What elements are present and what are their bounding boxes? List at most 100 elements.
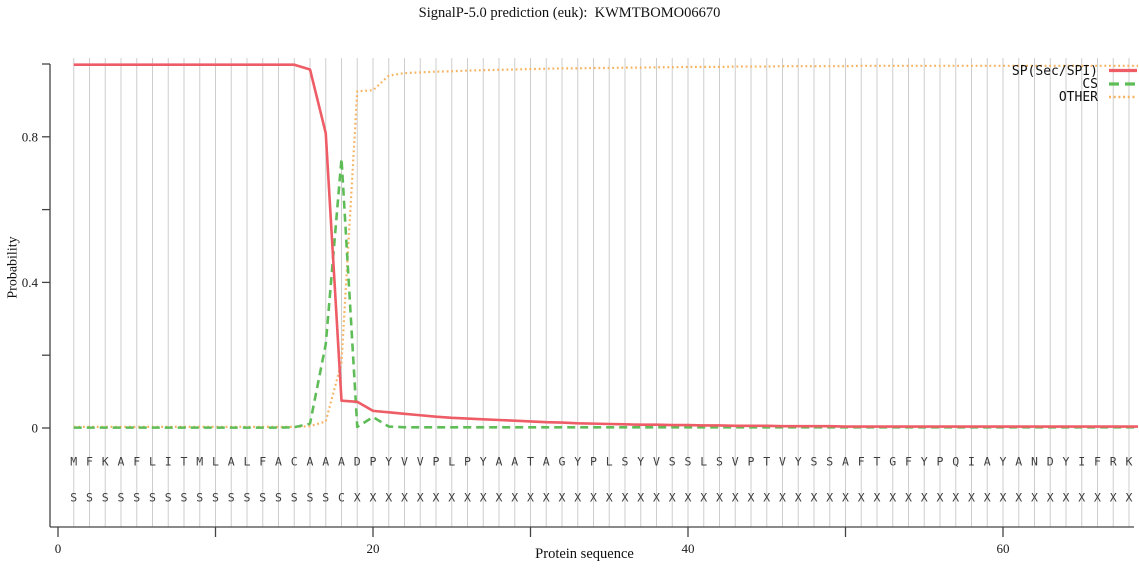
annotation-letter: X: [826, 491, 833, 505]
annotation-letter: S: [196, 491, 203, 505]
annotation-letter: X: [1031, 491, 1038, 505]
residue-letter: A: [118, 455, 125, 469]
residue-letter: F: [86, 455, 93, 469]
annotation-letter: X: [842, 491, 849, 505]
residue-letter: A: [307, 455, 314, 469]
annotation-letter: X: [543, 491, 550, 505]
annotation-letter: S: [86, 491, 93, 505]
residue-letter: L: [244, 455, 251, 469]
annotation-letter: X: [732, 491, 739, 505]
residue-letter: I: [968, 455, 975, 469]
annotation-letter: X: [370, 491, 377, 505]
residue-letter: G: [559, 455, 566, 469]
annotation-letter: S: [275, 491, 282, 505]
annotation-letter: X: [984, 491, 991, 505]
residue-letter: F: [259, 455, 266, 469]
annotation-letter: X: [1094, 491, 1101, 505]
residue-letter: A: [338, 455, 345, 469]
annotation-letter: S: [102, 491, 109, 505]
annotation-letter: S: [212, 491, 219, 505]
residue-letter: D: [354, 455, 361, 469]
residue-letter: G: [889, 455, 896, 469]
annotation-letter: X: [574, 491, 581, 505]
residue-letter: I: [165, 455, 172, 469]
residue-letter: L: [700, 455, 707, 469]
residue-letter: A: [275, 455, 282, 469]
residue-letter: M: [70, 455, 77, 469]
residue-letter: A: [496, 455, 503, 469]
annotation-letter: S: [70, 491, 77, 505]
annotation-letter: X: [622, 491, 629, 505]
residue-letter: Y: [1063, 455, 1070, 469]
annotation-letter: X: [858, 491, 865, 505]
residue-letter: T: [527, 455, 534, 469]
residue-letter: L: [448, 455, 455, 469]
residue-letter: P: [590, 455, 597, 469]
residue-letter: P: [370, 455, 377, 469]
residue-letter: L: [149, 455, 156, 469]
annotation-letter: S: [322, 491, 329, 505]
residue-letter: K: [1126, 455, 1133, 469]
annotation-letter: S: [149, 491, 156, 505]
annotation-letter: X: [559, 491, 566, 505]
residue-letter: V: [653, 455, 660, 469]
residue-letter: Y: [480, 455, 487, 469]
residue-letter: L: [606, 455, 613, 469]
residue-letter: T: [763, 455, 770, 469]
annotation-letter: X: [1126, 491, 1133, 505]
series-line-other: [73, 64, 1138, 429]
annotation-letter: X: [700, 491, 707, 505]
residue-letter: M: [196, 455, 203, 469]
residue-letter: S: [669, 455, 676, 469]
annotation-letter: X: [763, 491, 770, 505]
residue-letter: F: [1094, 455, 1101, 469]
x-tick-label: 0: [55, 541, 62, 556]
x-tick-label: 40: [682, 541, 695, 556]
x-axis-label: Protein sequence: [535, 546, 634, 562]
annotation-letter: X: [417, 491, 424, 505]
residue-letter: K: [102, 455, 109, 469]
annotation-letter: X: [511, 491, 518, 505]
annotation-letter: X: [1110, 491, 1117, 505]
residue-letter: Q: [952, 455, 959, 469]
residue-letter: P: [464, 455, 471, 469]
residue-letter: P: [748, 455, 755, 469]
residue-letter: A: [984, 455, 991, 469]
annotation-letter: S: [307, 491, 314, 505]
residue-letter: A: [1015, 455, 1022, 469]
legend-label-sp: SP(Sec/SPI): [1012, 64, 1098, 79]
residue-letter: S: [826, 455, 833, 469]
residue-letter: C: [291, 455, 298, 469]
residue-letter: A: [228, 455, 235, 469]
residue-letter: D: [1047, 455, 1054, 469]
annotation-letter: X: [433, 491, 440, 505]
series-line-cs: [73, 157, 1138, 429]
annotation-letter: X: [795, 491, 802, 505]
annotation-letter: X: [1047, 491, 1054, 505]
residue-letter: A: [322, 455, 329, 469]
annotation-letter: X: [905, 491, 912, 505]
legend-label-cs: CS: [1082, 77, 1098, 92]
residue-letter: Y: [574, 455, 581, 469]
residue-letter: N: [1031, 455, 1038, 469]
residue-letter: Y: [921, 455, 928, 469]
annotation-letter: S: [181, 491, 188, 505]
residue-letter: S: [622, 455, 629, 469]
chart-title: SignalP-5.0 prediction (euk): KWMTBOMO06…: [418, 5, 721, 21]
residue-letter: I: [1078, 455, 1085, 469]
annotation-letter: X: [590, 491, 597, 505]
residue-letter: L: [212, 455, 219, 469]
annotation-letter: X: [1063, 491, 1070, 505]
residue-letter: A: [543, 455, 550, 469]
y-tick-label: 0.4: [22, 275, 39, 290]
annotation-letter: X: [716, 491, 723, 505]
annotation-letter: X: [1078, 491, 1085, 505]
residue-letter: F: [133, 455, 140, 469]
annotation-letter: X: [637, 491, 644, 505]
annotation-letter: S: [118, 491, 125, 505]
annotation-letter: X: [811, 491, 818, 505]
annotation-letter: X: [1000, 491, 1007, 505]
residue-letter: Y: [795, 455, 802, 469]
